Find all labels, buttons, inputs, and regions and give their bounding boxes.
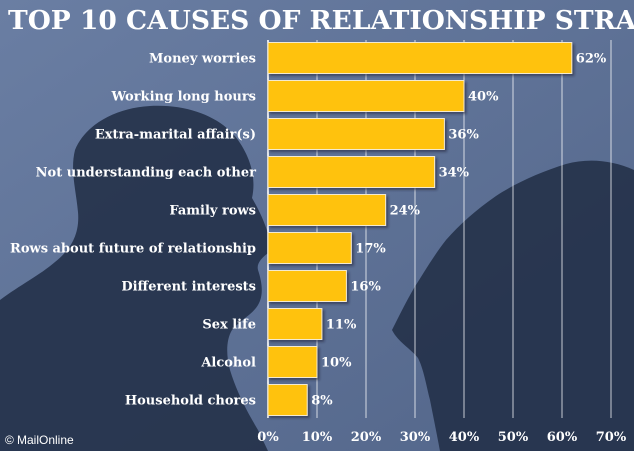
value-label: 36%: [448, 128, 479, 143]
value-label: 8%: [311, 394, 333, 409]
category-label: Alcohol: [200, 356, 256, 371]
chart-title: TOP 10 CAUSES OF RELATIONSHIP STRAIN: [8, 5, 634, 36]
bar: [267, 42, 573, 74]
value-label: 16%: [350, 280, 381, 295]
category-label: Sex life: [202, 318, 256, 333]
tick-label: 70%: [596, 430, 627, 445]
bar: [267, 232, 352, 264]
bar: [267, 80, 465, 112]
category-label: Money worries: [149, 52, 256, 67]
bar: [267, 384, 308, 416]
category-label: Rows about future of relationship: [10, 242, 256, 257]
title: TOP 10 CAUSES OF RELATIONSHIP STRAIN: [8, 5, 634, 36]
credit-symbol: ©: [5, 433, 14, 447]
tick-label: 0%: [257, 430, 279, 445]
bar: [267, 118, 445, 150]
tick-label: 10%: [302, 430, 333, 445]
bar: [267, 346, 318, 378]
bar: [267, 194, 387, 226]
value-label: 40%: [468, 90, 499, 105]
value-label: 17%: [355, 242, 386, 257]
man-silhouette: [0, 105, 272, 451]
bars: [267, 42, 573, 416]
value-label: 34%: [439, 166, 470, 181]
value-label: 10%: [321, 356, 352, 371]
value-label: 11%: [326, 318, 357, 333]
category-labels: Money worries Working long hours Extra-mar…: [10, 52, 256, 409]
tick-label: 20%: [351, 430, 382, 445]
value-label: 24%: [390, 204, 421, 219]
tick-label: 30%: [400, 430, 431, 445]
tick-label: 40%: [449, 430, 480, 445]
bar: [267, 156, 436, 188]
bar: [267, 270, 347, 302]
category-label: Working long hours: [111, 90, 257, 105]
value-labels: 62% 40% 36% 34% 24% 17% 16% 11% 10% 8%: [311, 52, 607, 409]
tick-label: 60%: [547, 430, 578, 445]
credit-text: MailOnline: [17, 433, 74, 447]
category-label: Family rows: [169, 204, 256, 219]
bar: [267, 308, 323, 340]
category-label: Different interests: [121, 280, 256, 295]
category-label: Household chores: [125, 394, 256, 409]
category-label: Extra-marital affair(s): [95, 128, 256, 143]
x-axis-ticks: 0% 10% 20% 30% 40% 50% 60% 70%: [257, 430, 627, 445]
value-label: 62%: [576, 52, 607, 67]
tick-label: 50%: [498, 430, 529, 445]
category-label: Not understanding each other: [36, 166, 256, 181]
credit: © MailOnline: [5, 433, 74, 447]
